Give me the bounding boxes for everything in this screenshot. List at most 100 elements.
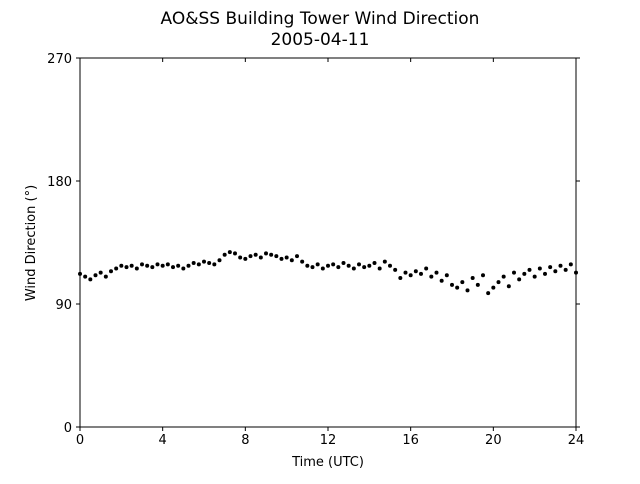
- data-point: [341, 261, 346, 265]
- data-point: [78, 271, 82, 276]
- data-point: [295, 254, 299, 259]
- data-point: [279, 256, 284, 261]
- data-point: [506, 284, 511, 289]
- data-point: [129, 263, 134, 268]
- y-axis-label: Wind Direction (°): [24, 185, 39, 301]
- data-point: [434, 270, 439, 275]
- data-point: [233, 251, 237, 256]
- data-point: [512, 270, 516, 275]
- data-point: [491, 285, 496, 290]
- data-point: [212, 262, 217, 267]
- data-point: [439, 278, 444, 283]
- data-point: [289, 258, 294, 263]
- data-point: [362, 265, 367, 270]
- data-point: [444, 273, 449, 278]
- data-point: [238, 255, 243, 260]
- chart-title: AO&SS Building Tower Wind Direction: [161, 9, 480, 29]
- data-point: [253, 252, 258, 257]
- data-point: [310, 265, 315, 270]
- data-point: [274, 254, 279, 259]
- data-point: [331, 262, 336, 267]
- data-point: [470, 276, 475, 281]
- data-point: [326, 263, 330, 268]
- data-point: [227, 250, 232, 255]
- data-point: [284, 255, 289, 260]
- data-point: [171, 265, 175, 270]
- data-point: [527, 267, 532, 272]
- data-point: [155, 262, 160, 267]
- data-point: [548, 265, 553, 270]
- data-point: [460, 280, 465, 285]
- data-point: [114, 266, 119, 271]
- data-point: [398, 276, 403, 281]
- y-tick-label: 180: [47, 175, 72, 190]
- data-point: [537, 266, 542, 271]
- data-point: [450, 282, 454, 287]
- data-point: [486, 291, 491, 296]
- data-point: [176, 263, 181, 268]
- data-point: [465, 288, 470, 293]
- data-point: [522, 271, 527, 276]
- x-tick-label: 20: [485, 433, 502, 448]
- data-point: [496, 280, 501, 285]
- data-point: [517, 277, 522, 282]
- data-point: [351, 266, 356, 271]
- data-point: [145, 263, 150, 268]
- data-point: [532, 274, 537, 279]
- data-point: [160, 263, 165, 268]
- data-point: [243, 256, 248, 261]
- data-point: [150, 265, 155, 270]
- data-point: [346, 263, 351, 268]
- y-tick-label: 0: [64, 421, 72, 436]
- data-point: [83, 274, 88, 279]
- data-point: [320, 266, 325, 271]
- data-point: [248, 254, 253, 259]
- data-point: [93, 273, 98, 278]
- x-tick-label: 4: [159, 433, 167, 448]
- data-point: [336, 265, 341, 270]
- data-point: [186, 263, 191, 268]
- data-point: [558, 263, 563, 268]
- data-point: [357, 262, 361, 267]
- data-point: [269, 252, 274, 257]
- data-point: [419, 271, 423, 276]
- data-point: [207, 261, 212, 265]
- data-point: [222, 252, 227, 257]
- data-point: [191, 261, 196, 265]
- data-point: [258, 255, 263, 260]
- data-point: [119, 263, 124, 268]
- data-point: [217, 258, 222, 263]
- data-point: [393, 267, 398, 272]
- data-point: [367, 263, 372, 268]
- data-point: [377, 266, 382, 271]
- data-point: [455, 285, 460, 290]
- x-axis-label: Time (UTC): [291, 455, 364, 470]
- data-point: [424, 266, 429, 271]
- x-tick-label: 16: [402, 433, 419, 448]
- data-point: [140, 262, 144, 267]
- data-point: [413, 269, 418, 274]
- data-point: [98, 270, 103, 275]
- data-point: [103, 274, 108, 279]
- x-tick-label: 0: [76, 433, 84, 448]
- data-point: [109, 269, 113, 274]
- data-point: [553, 269, 558, 274]
- data-point: [315, 262, 320, 267]
- y-tick-label: 270: [47, 52, 72, 67]
- data-point: [481, 273, 485, 278]
- x-tick-label: 24: [568, 433, 585, 448]
- data-point: [429, 274, 434, 279]
- data-point: [501, 274, 506, 279]
- data-point: [300, 259, 305, 264]
- y-tick-label: 90: [55, 298, 72, 313]
- data-point: [88, 277, 93, 282]
- x-tick-label: 8: [241, 433, 249, 448]
- data-point: [574, 270, 578, 275]
- data-point: [264, 251, 268, 256]
- data-point: [382, 259, 387, 264]
- x-tick-label: 12: [320, 433, 337, 448]
- data-point: [196, 262, 201, 267]
- data-point: [181, 266, 186, 271]
